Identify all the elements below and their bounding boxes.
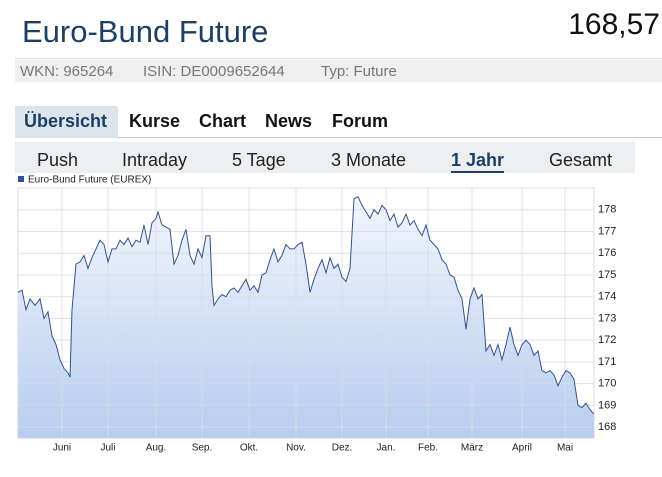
y-tick-label: 172	[598, 334, 616, 346]
subtab[interactable]: 3 Monate	[331, 150, 406, 170]
tab[interactable]: News	[265, 111, 312, 131]
legend-swatch	[18, 176, 24, 182]
subtab[interactable]: Intraday	[122, 150, 187, 170]
x-tick-label: Mai	[557, 443, 573, 454]
tab[interactable]: Kurse	[129, 111, 180, 131]
x-tick-label: März	[461, 443, 483, 454]
area	[18, 196, 594, 438]
y-tick-label: 177	[598, 225, 616, 237]
price: 168,57	[568, 8, 660, 41]
x-tick-label: April	[512, 443, 532, 454]
subtab-underline	[451, 171, 505, 173]
y-tick-label: 173	[598, 312, 616, 324]
x-tick-label: Juli	[100, 443, 115, 454]
divider	[15, 58, 662, 59]
page-title: Euro-Bund Future	[22, 14, 268, 49]
subtab[interactable]: 1 Jahr	[451, 150, 504, 170]
x-tick-label: Aug.	[146, 443, 167, 454]
x-tick-label: Okt.	[240, 443, 258, 454]
x-tick-label: Dez.	[332, 443, 353, 454]
price-line	[17, 196, 595, 415]
info-isin: ISIN: DE0009652644	[143, 63, 285, 80]
tab[interactable]: Übersicht	[24, 111, 107, 131]
legend-label: Euro-Bund Future (EUREX)	[28, 175, 151, 186]
subtab[interactable]: Push	[37, 150, 78, 170]
y-tick-label: 169	[598, 399, 616, 411]
x-tick-label: Feb.	[418, 443, 438, 454]
y-tick-label: 176	[598, 247, 616, 259]
tab-active-bg	[15, 106, 118, 138]
info-bar	[15, 60, 662, 82]
tab[interactable]: Chart	[199, 111, 246, 131]
subtab[interactable]: 5 Tage	[232, 150, 286, 170]
y-tick-label: 174	[598, 291, 616, 303]
info-wkn: WKN: 965264	[20, 63, 113, 80]
x-tick-label: Juni	[53, 443, 71, 454]
y-tick-label: 175	[598, 269, 616, 281]
tab[interactable]: Forum	[332, 111, 388, 131]
x-tick-label: Sep.	[192, 443, 213, 454]
x-tick-label: Nov.	[286, 443, 306, 454]
subtab-bar	[15, 142, 635, 173]
y-tick-label: 170	[598, 378, 616, 390]
y-tick-label: 168	[598, 421, 616, 433]
y-tick-label: 171	[598, 356, 616, 368]
tab-line	[15, 137, 662, 138]
y-tick-label: 178	[598, 204, 616, 216]
x-tick-label: Jan.	[377, 443, 396, 454]
subtab[interactable]: Gesamt	[549, 150, 612, 170]
info-type: Typ: Future	[321, 63, 397, 80]
